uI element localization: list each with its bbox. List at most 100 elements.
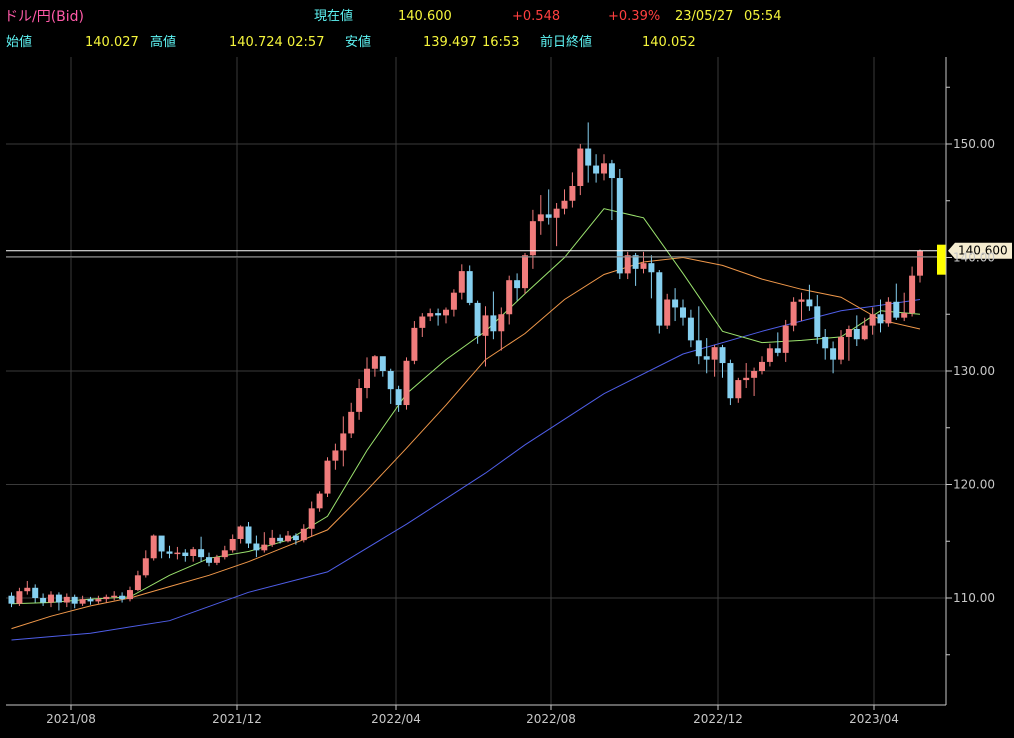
candle-up xyxy=(221,545,228,560)
candle-body xyxy=(656,272,663,326)
candle-body xyxy=(379,356,386,371)
candle-up xyxy=(150,534,157,561)
y-tick-label: 110.00 xyxy=(953,591,995,605)
candle-up xyxy=(371,355,378,377)
candle-up xyxy=(798,292,805,322)
candle-body xyxy=(150,535,157,559)
candle-up xyxy=(482,306,489,367)
candle-body xyxy=(340,433,347,451)
quote-date: 23/05/27 xyxy=(675,9,734,24)
candle-body xyxy=(79,599,86,604)
candle-body xyxy=(553,208,560,218)
candle-down xyxy=(830,341,837,374)
candle-down xyxy=(387,368,394,404)
price-tag: 140.600 xyxy=(948,242,1012,259)
candle-body xyxy=(695,340,702,357)
candle-up xyxy=(427,308,434,322)
candle-up xyxy=(364,357,370,399)
candle-body xyxy=(87,599,94,602)
candle-body xyxy=(569,185,576,201)
candle-up xyxy=(522,252,528,294)
candle-body xyxy=(506,280,513,315)
candle-up xyxy=(332,443,339,470)
candle-body xyxy=(664,299,671,326)
candle-down xyxy=(514,273,521,301)
open-label: 始値 xyxy=(6,35,33,50)
candle-body xyxy=(806,299,813,307)
candle-up xyxy=(190,546,197,562)
candle-body xyxy=(490,315,497,332)
candle-up xyxy=(316,491,323,512)
candle-down xyxy=(893,283,900,320)
candle-down xyxy=(703,338,710,374)
prev-close-value: 140.052 xyxy=(642,35,696,50)
candle-body xyxy=(601,163,607,174)
candle-body xyxy=(103,596,110,600)
candle-up xyxy=(751,367,758,396)
candle-up xyxy=(537,195,544,235)
candle-body xyxy=(213,557,220,563)
candle-body xyxy=(308,508,315,529)
candle-up xyxy=(324,457,331,497)
candle-body xyxy=(435,313,442,316)
candle-up xyxy=(127,586,133,602)
candle-body xyxy=(387,371,394,390)
symbol-title[interactable]: ドル/円(Bid) xyxy=(4,9,85,25)
candle-body xyxy=(640,263,647,269)
candle-body xyxy=(371,356,378,369)
candle-up xyxy=(838,330,844,365)
candle-down xyxy=(806,284,813,311)
candle-up xyxy=(766,343,773,367)
candle-down xyxy=(158,535,165,559)
candle-body xyxy=(348,411,355,434)
candle-body xyxy=(63,596,70,603)
candle-body xyxy=(324,460,331,494)
low-time: 16:53 xyxy=(482,35,520,50)
candle-body xyxy=(71,596,78,604)
candle-down xyxy=(206,552,212,567)
candle-body xyxy=(95,599,102,602)
prev-close-label: 前日終値 xyxy=(540,35,593,50)
candle-up xyxy=(498,307,505,351)
candle-body xyxy=(845,329,852,337)
candle-up xyxy=(624,251,631,280)
candle-body xyxy=(680,307,686,318)
candle-body xyxy=(482,315,489,336)
candle-up xyxy=(901,292,908,322)
candle-up xyxy=(229,534,236,553)
x-tick-label: 2022/04 xyxy=(371,712,421,726)
candle-body xyxy=(861,325,868,340)
candle-body xyxy=(885,301,892,324)
candle-up xyxy=(411,321,418,365)
candle-up xyxy=(861,317,868,341)
ma-long-line xyxy=(11,299,921,641)
candle-body xyxy=(166,551,173,554)
candle-body xyxy=(198,549,205,558)
candle-body xyxy=(869,314,876,326)
open-value: 140.027 xyxy=(85,35,139,50)
candle-body xyxy=(735,380,742,399)
x-tick-label: 2022/12 xyxy=(693,712,743,726)
candle-body xyxy=(277,537,284,542)
candle-body xyxy=(229,538,236,551)
candle-up xyxy=(577,144,584,196)
candle-body xyxy=(427,313,434,317)
candle-body xyxy=(711,347,718,360)
candle-up xyxy=(458,264,465,300)
candle-up xyxy=(285,531,291,543)
candle-down xyxy=(608,159,615,221)
candle-down xyxy=(656,269,663,334)
candle-body xyxy=(774,348,781,353)
candle-body xyxy=(687,317,694,341)
candle-down xyxy=(680,299,686,326)
candle-body xyxy=(853,329,860,340)
candle-up xyxy=(174,546,181,560)
ma-mid-line xyxy=(11,256,921,630)
candle-down xyxy=(40,593,47,606)
candle-body xyxy=(498,314,505,332)
candle-body xyxy=(261,544,268,551)
candle-down xyxy=(593,154,600,183)
candle-body xyxy=(269,537,276,545)
ma-short-line xyxy=(11,208,921,605)
